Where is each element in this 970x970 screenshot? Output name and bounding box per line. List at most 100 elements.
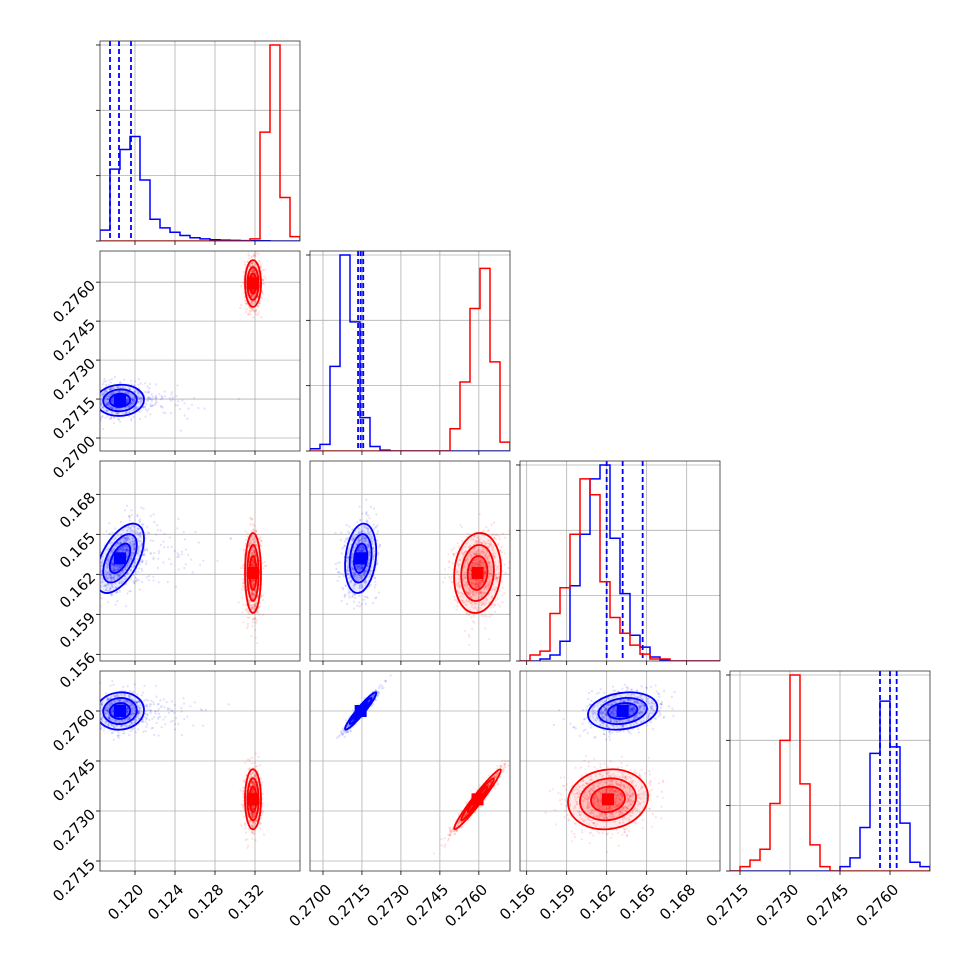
scatter-point-blue [363, 524, 367, 527]
scatter-point-red [249, 313, 252, 316]
scatter-point-blue [336, 579, 339, 583]
scatter-point-blue [132, 401, 135, 404]
scatter-point-blue [132, 390, 136, 393]
scatter-point-blue [130, 542, 133, 546]
scatter-point-blue [137, 527, 140, 530]
scatter-point-blue [125, 549, 128, 552]
scatter-point-blue [113, 548, 116, 551]
scatter-point-blue [131, 540, 134, 543]
density-peak-blue [354, 552, 367, 565]
scatter-point-blue [149, 552, 153, 555]
scatter-point-blue [121, 528, 124, 531]
scatter-point-blue [113, 547, 116, 551]
scatter-point-red [245, 302, 248, 305]
scatter-point-blue [93, 559, 95, 561]
scatter-point-blue [107, 402, 110, 405]
scatter-point-blue [119, 542, 122, 545]
scatter-point-blue [129, 393, 132, 397]
scatter-point-blue [361, 544, 364, 547]
scatter-point-blue [356, 604, 359, 607]
scatter-point-blue [87, 604, 89, 606]
scatter-point-red [242, 270, 245, 274]
scatter-point-red [257, 304, 260, 307]
scatter-point-blue [108, 394, 111, 397]
scatter-point-blue [110, 593, 113, 596]
scatter-point-blue [119, 548, 122, 551]
scatter-point-red [253, 549, 256, 552]
scatter-point-red [250, 553, 253, 556]
scatter-point-blue [127, 572, 130, 575]
scatter-point-red [241, 611, 244, 614]
panel-2-1 [309, 460, 511, 665]
scatter-point-blue [108, 405, 111, 408]
scatter-point-blue [106, 571, 109, 574]
scatter-point-blue [337, 571, 340, 574]
scatter-point-blue [341, 572, 344, 576]
scatter-point-blue [157, 581, 160, 584]
scatter-point-blue [358, 546, 361, 549]
scatter-point-blue [128, 527, 131, 530]
scatter-point-blue [112, 422, 116, 425]
scatter-point-red [252, 618, 255, 621]
scatter-point-blue [117, 548, 120, 552]
scatter-point-blue [111, 563, 114, 566]
scatter-point-blue [109, 576, 112, 580]
scatter-point-red [247, 297, 250, 300]
scatter-point-red [252, 561, 255, 564]
scatter-point-blue [130, 383, 133, 386]
scatter-point-red [245, 604, 248, 607]
scatter-point-blue [124, 568, 127, 571]
scatter-point-blue [109, 588, 112, 591]
scatter-point-blue [364, 572, 367, 575]
scatter-point-blue [132, 546, 135, 549]
scatter-point-blue [102, 428, 105, 431]
scatter-point-blue [135, 405, 138, 408]
scatter-point-red [253, 524, 256, 527]
scatter-point-blue [155, 401, 158, 404]
scatter-point-blue [111, 531, 114, 534]
scatter-point-blue [130, 417, 133, 420]
scatter-point-blue [97, 555, 99, 557]
scatter-point-red [251, 296, 254, 299]
density-peak-red [247, 277, 259, 290]
scatter-point-blue [354, 582, 357, 586]
scatter-point-blue [113, 569, 116, 572]
scatter-point-red [252, 559, 255, 562]
scatter-point-red [250, 580, 253, 583]
scatter-point-blue [106, 410, 109, 413]
scatter-point-red [249, 542, 252, 545]
scatter-point-red [253, 270, 256, 273]
scatter-point-blue [122, 546, 125, 549]
scatter-point-red [252, 269, 255, 272]
scatter-point-red [246, 622, 249, 625]
scatter-point-blue [355, 566, 358, 569]
scatter-point-red [250, 518, 253, 521]
scatter-point-blue [149, 552, 152, 555]
scatter-point-blue [111, 407, 114, 410]
scatter-point-blue [138, 544, 141, 547]
scatter-point-blue [138, 397, 141, 400]
scatter-point-blue [121, 549, 124, 552]
scatter-point-red [252, 578, 255, 581]
scatter-point-red [492, 605, 495, 608]
scatter-point-red [249, 292, 252, 296]
scatter-point-blue [118, 566, 121, 569]
scatter-point-blue [360, 548, 363, 552]
scatter-point-red [251, 606, 254, 609]
scatter-point-blue [133, 390, 136, 393]
scatter-point-blue [105, 530, 108, 533]
scatter-point-blue [127, 561, 130, 564]
scatter-point-blue [159, 543, 162, 546]
scatter-point-blue [116, 568, 119, 571]
scatter-point-blue [197, 406, 200, 410]
scatter-point-blue [137, 378, 141, 381]
scatter-point-blue [134, 407, 137, 410]
scatter-point-red [247, 545, 250, 548]
scatter-point-blue [97, 389, 99, 391]
scatter-point-red [259, 264, 262, 267]
scatter-point-red [254, 552, 257, 555]
scatter-point-blue [104, 390, 108, 393]
scatter-point-blue [361, 530, 364, 533]
grid [310, 251, 510, 451]
scatter-point-blue [178, 408, 182, 411]
